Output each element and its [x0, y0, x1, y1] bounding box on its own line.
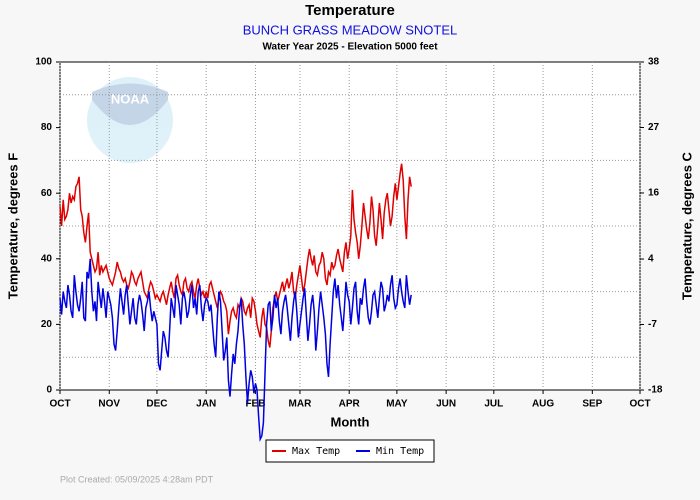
y2-tick-label: 4 [648, 254, 654, 265]
x-tick-label: JAN [196, 399, 216, 410]
noaa-logo: NOAA [87, 77, 173, 163]
x-tick-label: FEB [245, 399, 265, 410]
x-tick-label: APR [339, 399, 361, 410]
x-tick-label: MAR [289, 399, 313, 410]
x-tick-label: OCT [629, 399, 650, 410]
x-tick-label: DEC [146, 399, 167, 410]
y-tick-label: 20 [41, 319, 53, 330]
watermark: NOAA [111, 91, 150, 106]
subtitle: BUNCH GRASS MEADOW SNOTEL [243, 22, 458, 37]
x-tick-label: MAY [386, 399, 408, 410]
x-tick-label: NOV [98, 399, 120, 410]
y2-tick-label: -18 [648, 385, 663, 396]
y-tick-label: 80 [41, 122, 53, 133]
footer: Plot Created: 05/09/2025 4:28am PDT [60, 474, 214, 484]
legend [265, 439, 435, 463]
y2-tick-label: -7 [648, 319, 657, 330]
legend-label: Min Temp [376, 446, 424, 457]
x-axis-label: Month [331, 414, 370, 429]
x-tick-label: JUL [484, 399, 503, 410]
x-tick-label: OCT [49, 399, 70, 410]
y-tick-label: 0 [46, 385, 52, 396]
x-tick-label: JUN [436, 399, 456, 410]
y-tick-label: 40 [41, 253, 53, 264]
y-axis-label: Temperature, degrees F [5, 153, 20, 299]
series-line [59, 258, 412, 443]
y2-tick-label: 27 [648, 122, 660, 133]
legend-label: Max Temp [292, 446, 340, 457]
y2-tick-label: 16 [648, 188, 660, 199]
x-tick-label: SEP [582, 399, 602, 410]
y-tick-label: 100 [35, 57, 52, 68]
caption: Water Year 2025 - Elevation 5000 feet [262, 42, 438, 53]
series-line [59, 163, 412, 348]
y2-axis-label: Temperature, degrees C [679, 151, 694, 299]
y2-tick-label: 38 [648, 57, 660, 68]
x-tick-label: AUG [532, 399, 554, 410]
y-tick-label: 60 [41, 188, 53, 199]
chart-title: Temperature [305, 2, 395, 19]
